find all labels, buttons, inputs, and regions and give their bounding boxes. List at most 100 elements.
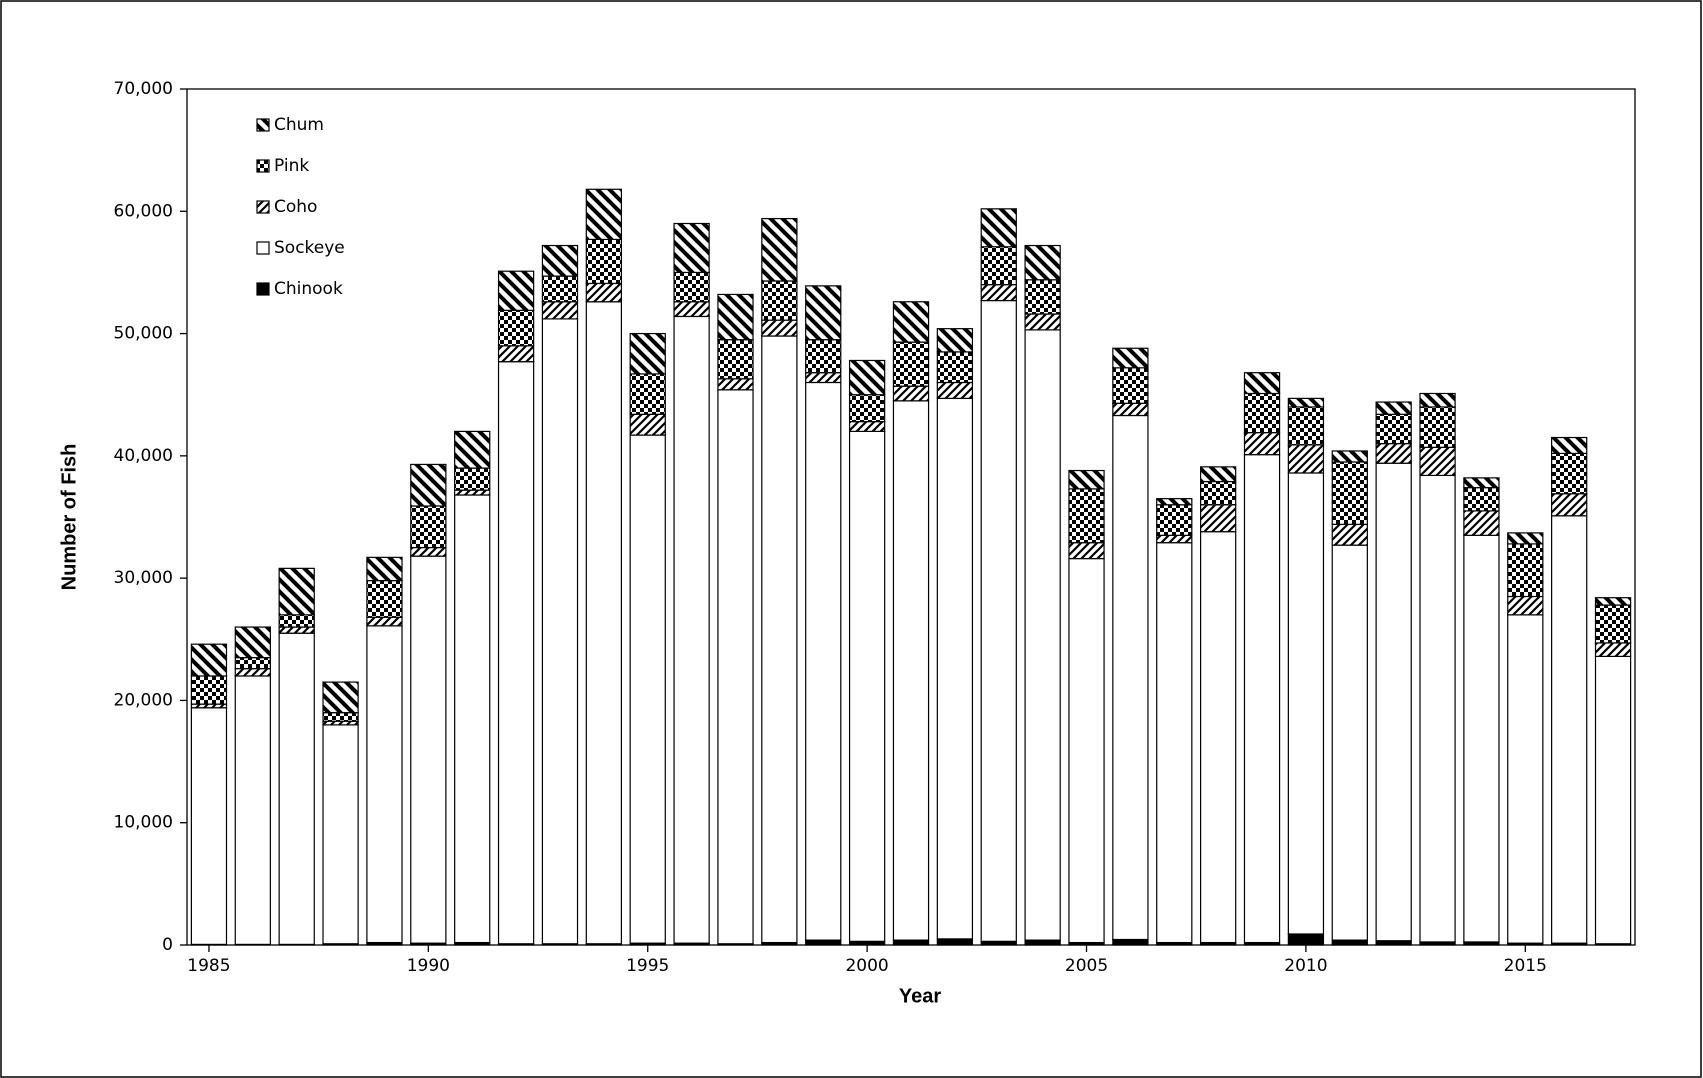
bar-segment bbox=[1507, 614, 1544, 944]
bar-segment bbox=[1331, 939, 1368, 946]
bar-segment bbox=[1199, 480, 1237, 506]
x-tick-label: 1995 bbox=[626, 956, 669, 976]
bar-segment bbox=[366, 579, 403, 618]
bar-segment bbox=[761, 335, 798, 944]
bar-segment bbox=[936, 397, 974, 940]
bar-segment bbox=[322, 681, 359, 714]
bar-segment bbox=[848, 430, 886, 942]
bar-segment bbox=[848, 421, 886, 433]
bar-segment bbox=[1551, 515, 1588, 944]
bar-segment bbox=[366, 616, 403, 627]
bar-segment bbox=[629, 413, 666, 436]
bar-segment bbox=[366, 625, 403, 944]
bar-segment bbox=[1112, 414, 1149, 941]
legend-label: Chinook bbox=[274, 279, 343, 299]
bar-segment bbox=[1287, 933, 1325, 946]
bar-segment bbox=[1112, 367, 1149, 404]
bar-segment bbox=[1463, 487, 1500, 512]
bar-segment bbox=[1024, 329, 1061, 941]
legend-swatch bbox=[256, 200, 270, 214]
legend-swatch bbox=[256, 118, 270, 132]
bar-segment bbox=[234, 657, 271, 670]
bar-segment bbox=[190, 707, 228, 945]
bar-segment bbox=[892, 301, 930, 343]
bar-segment bbox=[1375, 401, 1412, 415]
bar-segment bbox=[1068, 542, 1105, 560]
bar-segment bbox=[1243, 372, 1281, 395]
bar-segment bbox=[1199, 466, 1237, 483]
legend-swatch bbox=[256, 241, 270, 255]
bar-segment bbox=[1375, 443, 1412, 464]
bar-segment bbox=[761, 218, 798, 282]
bar-segment bbox=[629, 373, 666, 415]
bar-segment bbox=[1419, 474, 1456, 943]
bar-segment bbox=[717, 378, 754, 391]
bar-segment bbox=[454, 489, 491, 496]
legend-label: Chum bbox=[274, 115, 324, 135]
y-tick-label: 30,000 bbox=[114, 568, 173, 588]
bar-segment bbox=[1551, 436, 1588, 455]
bar-segment bbox=[936, 381, 974, 399]
x-axis-title: Year bbox=[899, 985, 941, 1007]
bar-segment bbox=[585, 188, 623, 241]
bar-segment bbox=[1331, 523, 1368, 546]
bar-segment bbox=[848, 359, 886, 396]
bar-segment bbox=[1375, 940, 1412, 946]
bar-segment bbox=[1199, 504, 1237, 533]
bar-segment bbox=[980, 246, 1017, 286]
bar-segment bbox=[1068, 469, 1105, 490]
bar-segment bbox=[805, 939, 842, 946]
bar-segment bbox=[541, 244, 579, 277]
bar-segment bbox=[980, 299, 1017, 942]
bar-segment bbox=[234, 668, 271, 677]
bar-segment bbox=[673, 315, 710, 944]
bar-segment bbox=[234, 675, 271, 945]
x-tick-label: 2015 bbox=[1504, 956, 1547, 976]
bar-segment bbox=[1287, 444, 1325, 474]
bar-segment bbox=[1243, 392, 1281, 434]
bar-segment bbox=[585, 301, 623, 945]
bar-segment bbox=[1463, 477, 1500, 489]
legend-swatch bbox=[256, 282, 270, 296]
bar-segment bbox=[892, 400, 930, 941]
bar-segment bbox=[497, 345, 535, 363]
y-axis-title: Number of Fish bbox=[58, 444, 80, 591]
bar-segment bbox=[585, 238, 623, 285]
bar-segment bbox=[190, 675, 228, 705]
bar-segment bbox=[278, 626, 315, 634]
bar-segment bbox=[848, 394, 886, 423]
x-tick-label: 2000 bbox=[845, 956, 888, 976]
bar-segment bbox=[234, 626, 271, 659]
bar-segment bbox=[190, 643, 228, 677]
bar-segment bbox=[1199, 531, 1237, 944]
bar-segment bbox=[1024, 244, 1061, 281]
bar-segment bbox=[322, 724, 359, 945]
bar-segment bbox=[1331, 450, 1368, 463]
bar-segment bbox=[892, 939, 930, 946]
bar-segment bbox=[1594, 604, 1632, 644]
bar-segment bbox=[278, 632, 315, 945]
bar-segment bbox=[629, 434, 666, 944]
x-tick-label: 2010 bbox=[1284, 956, 1327, 976]
bar-segment bbox=[717, 339, 754, 380]
bar-segment bbox=[410, 546, 447, 557]
bar-segment bbox=[1024, 279, 1061, 315]
y-tick-label: 20,000 bbox=[114, 690, 173, 710]
bar-segment bbox=[1156, 542, 1193, 944]
y-tick-label: 70,000 bbox=[114, 79, 173, 99]
bar-segment bbox=[936, 351, 974, 384]
bar-segment bbox=[1287, 472, 1325, 935]
bar-segment bbox=[805, 339, 842, 374]
legend-label: Sockeye bbox=[274, 238, 345, 258]
y-tick-label: 10,000 bbox=[114, 813, 173, 833]
bar-segment bbox=[1243, 432, 1281, 456]
bar-segment bbox=[1156, 498, 1193, 506]
bar-segment bbox=[717, 389, 754, 945]
bar-segment bbox=[1594, 597, 1632, 606]
bar-segment bbox=[497, 361, 535, 945]
bar-segment bbox=[1375, 413, 1412, 445]
bar-segment bbox=[936, 328, 974, 353]
bar-segment bbox=[410, 555, 447, 944]
legend-label: Pink bbox=[274, 156, 309, 176]
